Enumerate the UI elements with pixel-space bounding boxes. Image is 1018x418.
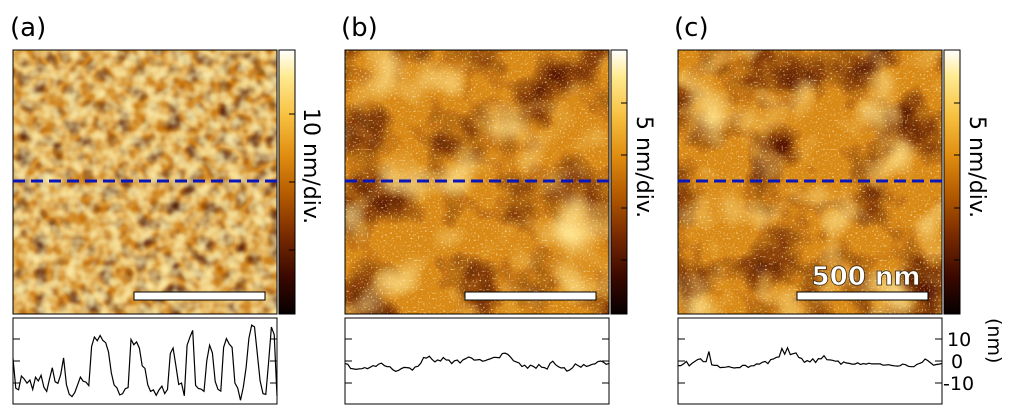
profile-trace — [344, 352, 610, 372]
height-profile — [344, 317, 610, 405]
colorbar-label: 10 nm/div. — [298, 108, 323, 224]
profile-trace — [678, 346, 943, 369]
tick-label: 0 — [951, 351, 963, 373]
colorbar: 10 nm/div. — [278, 49, 323, 315]
tick-label: -10 — [943, 373, 974, 395]
panel-c: (c) 500 nm 5 nm/div. 10 — [674, 13, 1005, 405]
panel-label: (a) — [10, 13, 46, 43]
colorbar: 5 nm/div. — [610, 49, 656, 315]
panel-b: (b) 5 nm/div. — [341, 13, 656, 405]
panel-label: (b) — [341, 13, 378, 43]
panel-label: (c) — [674, 13, 709, 43]
colorbar-label: 5 nm/div. — [964, 116, 989, 218]
profile-trace — [12, 324, 278, 401]
scale-bar — [796, 291, 929, 301]
tick-label: 10 — [947, 329, 971, 351]
profile-unit-label: (nm) — [983, 318, 1005, 363]
scale-bar-label: 500 nm — [812, 262, 921, 292]
height-profile — [677, 317, 943, 405]
panel-a: (a) 10 nm/div. — [10, 13, 323, 405]
scale-bar — [133, 291, 266, 301]
scale-bar — [464, 291, 597, 301]
colorbar-label: 5 nm/div. — [631, 116, 656, 218]
colorbar: 5 nm/div. — [943, 49, 989, 315]
profile-axis: 10 0 -10 (nm) — [943, 318, 1005, 395]
height-profile — [12, 317, 278, 405]
